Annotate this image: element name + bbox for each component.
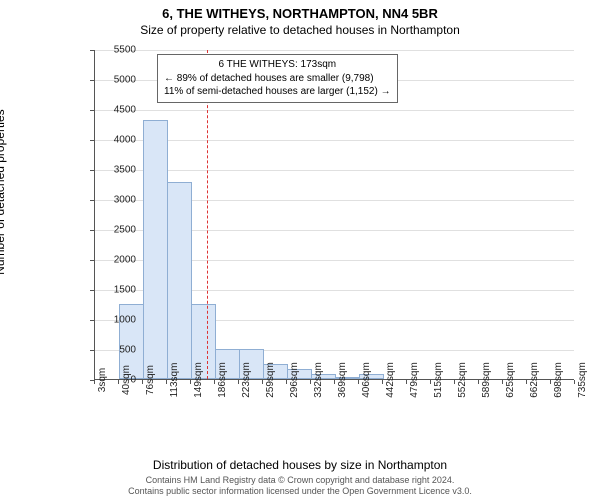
y-tick [90, 260, 94, 261]
y-tick-label: 2500 [100, 225, 136, 236]
x-tick [334, 380, 335, 384]
x-tick [94, 380, 95, 384]
y-tick [90, 200, 94, 201]
x-tick-label: 369sqm [337, 362, 348, 398]
y-tick-label: 1500 [100, 285, 136, 296]
gridline [95, 50, 574, 51]
y-tick [90, 80, 94, 81]
annotation-box: 6 THE WITHEYS: 173sqm ← 89% of detached … [157, 54, 398, 103]
y-tick-label: 500 [100, 345, 136, 356]
x-tick [478, 380, 479, 384]
y-tick [90, 290, 94, 291]
y-tick-label: 3500 [100, 165, 136, 176]
x-tick [238, 380, 239, 384]
y-tick [90, 170, 94, 171]
x-tick [430, 380, 431, 384]
y-tick [90, 50, 94, 51]
annotation-line2: ← 89% of detached houses are smaller (9,… [164, 72, 391, 86]
x-tick-label: 40sqm [121, 365, 132, 395]
y-tick [90, 320, 94, 321]
plot-area: 6 THE WITHEYS: 173sqm ← 89% of detached … [94, 50, 574, 380]
x-tick [406, 380, 407, 384]
x-tick [454, 380, 455, 384]
x-tick [574, 380, 575, 384]
y-tick-label: 4000 [100, 135, 136, 146]
y-tick-label: 5500 [100, 45, 136, 56]
x-tick-label: 698sqm [553, 362, 564, 398]
footer-line1: Contains HM Land Registry data © Crown c… [0, 475, 600, 487]
y-tick [90, 140, 94, 141]
y-tick-label: 3000 [100, 195, 136, 206]
x-tick-label: 662sqm [529, 362, 540, 398]
page-title-line1: 6, THE WITHEYS, NORTHAMPTON, NN4 5BR [0, 0, 600, 21]
x-tick-label: 259sqm [265, 362, 276, 398]
x-tick [382, 380, 383, 384]
y-tick-label: 5000 [100, 75, 136, 86]
x-tick [526, 380, 527, 384]
x-tick-label: 3sqm [97, 368, 108, 392]
x-tick-label: 296sqm [289, 362, 300, 398]
y-tick-label: 2000 [100, 255, 136, 266]
footer-line2: Contains public sector information licen… [0, 486, 600, 498]
x-tick-label: 149sqm [193, 362, 204, 398]
x-tick [118, 380, 119, 384]
y-tick [90, 230, 94, 231]
x-tick-label: 625sqm [505, 362, 516, 398]
histogram-bar [167, 182, 192, 379]
y-tick-label: 1000 [100, 315, 136, 326]
x-tick [358, 380, 359, 384]
x-tick [286, 380, 287, 384]
annotation-line3: 11% of semi-detached houses are larger (… [164, 85, 391, 99]
x-tick-label: 186sqm [217, 362, 228, 398]
x-tick-label: 113sqm [169, 363, 180, 398]
x-tick [142, 380, 143, 384]
x-tick [166, 380, 167, 384]
x-tick-label: 735sqm [577, 362, 588, 398]
x-tick [262, 380, 263, 384]
footer-attribution: Contains HM Land Registry data © Crown c… [0, 475, 600, 498]
x-tick-label: 442sqm [385, 362, 396, 398]
annotation-line1: 6 THE WITHEYS: 173sqm [164, 58, 391, 72]
y-tick-label: 4500 [100, 105, 136, 116]
x-tick-label: 223sqm [241, 362, 252, 398]
y-tick [90, 350, 94, 351]
y-axis-label: Number of detached properties [0, 109, 7, 274]
x-tick-label: 76sqm [145, 365, 156, 395]
x-axis-label: Distribution of detached houses by size … [0, 458, 600, 472]
x-tick-label: 552sqm [457, 362, 468, 398]
gridline [95, 110, 574, 111]
x-tick-label: 479sqm [409, 362, 420, 398]
x-tick [214, 380, 215, 384]
chart-container: 6 THE WITHEYS: 173sqm ← 89% of detached … [56, 40, 582, 430]
page-title-line2: Size of property relative to detached ho… [0, 21, 600, 41]
x-tick [310, 380, 311, 384]
x-tick [550, 380, 551, 384]
x-tick-label: 589sqm [481, 362, 492, 398]
y-tick [90, 110, 94, 111]
histogram-bar [143, 120, 168, 379]
x-tick-label: 406sqm [361, 362, 372, 398]
x-tick-label: 332sqm [313, 362, 324, 398]
x-tick [190, 380, 191, 384]
x-tick-label: 515sqm [433, 362, 444, 398]
x-tick [502, 380, 503, 384]
